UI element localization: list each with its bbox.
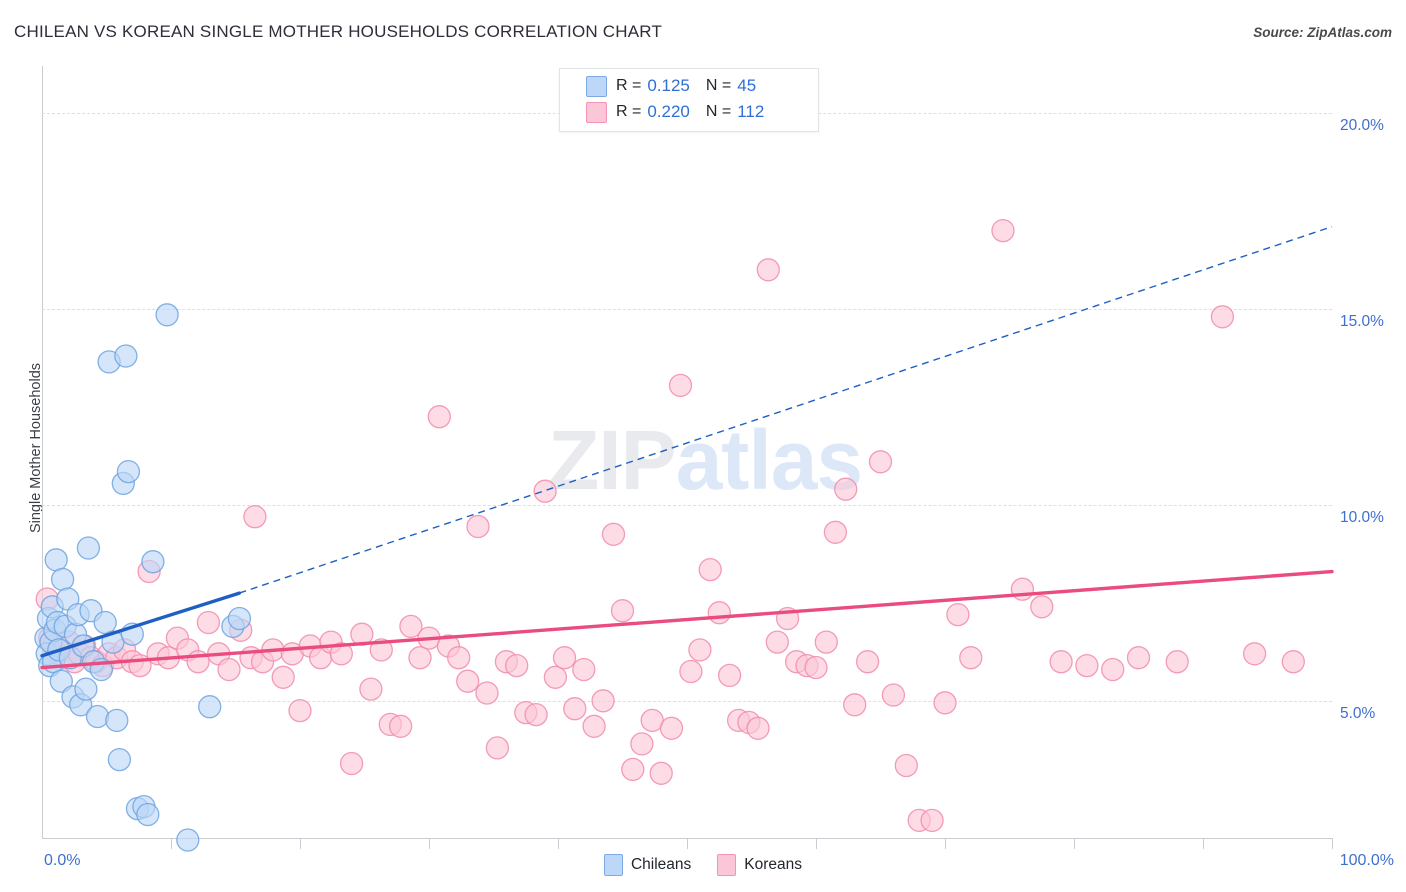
legend-r-value-chileans: 0.125 [647,76,690,95]
legend-n-key-koreans: N = [705,103,732,120]
series-legend: Chileans Koreans [0,850,1406,880]
legend-color-koreans [717,854,737,876]
legend-n-value-chileans: 45 [737,76,757,95]
legend-r-key-chileans: R = [616,77,642,94]
y-axis-line [42,66,43,838]
x-axis-min-label: 0.0% [44,852,81,869]
gridline-y [42,504,1332,506]
legend-swatch-koreans [586,101,607,123]
correlation-stats-legend: R = 0.125 N = 45 R = 0.220 N = 112 [559,68,819,132]
y-axis-tick-label: 20.0% [1340,117,1384,135]
x-axis-tick [558,838,559,849]
legend-color-chileans [603,854,623,876]
legend-swatch-chileans [586,75,607,97]
legend-stat-row-chileans: R = 0.125 N = 45 [586,73,756,99]
gridline-y [42,308,1332,310]
plot-area [42,66,1332,838]
y-axis-tick-label: 5.0% [1340,704,1376,722]
page-title: CHILEAN VS KOREAN SINGLE MOTHER HOUSEHOL… [14,22,663,41]
y-axis-tick-label: 15.0% [1340,312,1384,330]
x-axis-tick [945,838,946,849]
legend-label-chileans: Chileans [630,856,692,873]
x-axis-tick [1203,838,1204,849]
x-axis-tick [816,838,817,849]
legend-r-key-koreans: R = [616,103,642,120]
legend-r-value-koreans: 0.220 [647,102,690,121]
source-attribution: Source: ZipAtlas.com [1253,25,1392,40]
x-axis-tick [429,838,430,849]
x-axis-max-label: 100.0% [1339,852,1394,869]
x-axis-tick [300,838,301,849]
y-axis-tick-label: 10.0% [1340,508,1384,526]
legend-n-key-chileans: N = [705,77,732,94]
legend-item-koreans[interactable]: Koreans [717,854,802,876]
x-axis-tick [1332,838,1333,849]
legend-n-value-koreans: 112 [737,102,765,121]
x-axis-tick [1074,838,1075,849]
legend-label-koreans: Koreans [744,856,803,873]
x-axis-tick [171,838,172,849]
x-axis-tick [687,838,688,849]
gridline-y [42,700,1332,702]
legend-stat-row-koreans: R = 0.220 N = 112 [586,99,764,125]
legend-item-chileans[interactable]: Chileans [603,854,692,876]
